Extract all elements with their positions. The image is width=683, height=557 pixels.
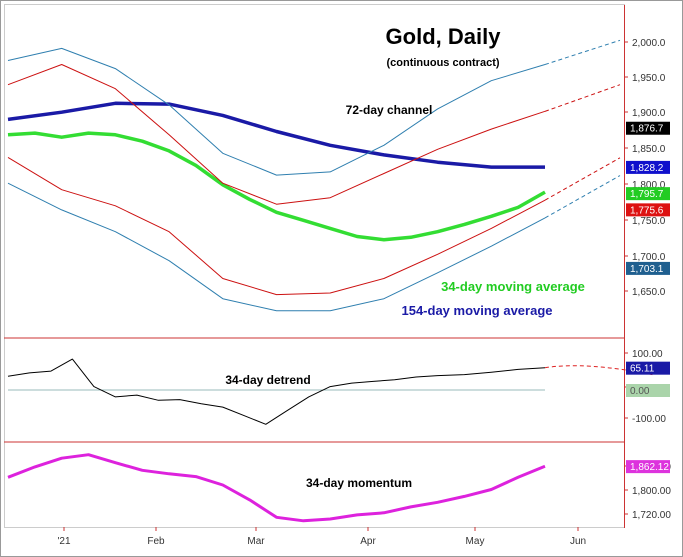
x-tick-label: Apr — [360, 536, 376, 547]
value-badge-text: 0.00 — [630, 386, 650, 397]
y-tick-label: 1,650.0 — [632, 287, 666, 298]
ma154-label: 154-day moving average — [401, 303, 552, 318]
y-tick-label: 1,800.00 — [632, 486, 671, 497]
value-badge-text: 1,862.12 — [630, 462, 669, 473]
value-badge: 1,795.7 — [626, 187, 670, 201]
value-badge-text: 1,828.2 — [630, 163, 664, 174]
projection-line-channel_upper_blue — [544, 39, 621, 65]
ma34-label: 34-day moving average — [441, 279, 585, 294]
series-line-channel_upper_red — [7, 64, 546, 205]
value-badge-bg — [626, 203, 670, 217]
value-badge-bg — [626, 361, 670, 375]
projection-line-channel_lower_red — [544, 157, 621, 201]
detrend-label: 34-day detrend — [225, 373, 310, 387]
price-panel: 2,000.0 1,950.0 1,900.0 1,850.0 1,800.0 1,750… — [7, 38, 670, 312]
value-badge: 1,703.1 — [626, 261, 670, 275]
x-tick-label: Mar — [247, 536, 265, 547]
series-line-detrend — [7, 358, 546, 425]
value-badge-bg — [626, 460, 670, 474]
value-badge-bg — [626, 261, 670, 275]
value-badge: 1,876.7 — [626, 121, 670, 135]
value-badge-bg — [626, 187, 670, 201]
y-tick-label: 100.00 — [632, 349, 663, 360]
channel-label: 72-day channel — [346, 103, 433, 117]
x-axis-ticks: '21 Feb Mar Apr May Jun — [57, 527, 586, 547]
series-line-momentum — [7, 453, 546, 523]
value-badge-bg — [626, 160, 670, 174]
value-badge-text: 1,703.1 — [630, 264, 664, 275]
momentum-panel: 1,880.001,800.001,720.001,862.12 — [7, 453, 671, 523]
y-tick-label: 1,800.0 — [632, 180, 666, 191]
value-badge-bg — [626, 384, 670, 397]
value-badge-text: 65.11 — [630, 364, 655, 375]
y-tick-label: 1,720.00 — [632, 510, 671, 521]
y-tick-label: 1,950.0 — [632, 73, 666, 84]
value-badge: 1,862.12 — [626, 460, 670, 474]
x-tick-label: May — [466, 536, 485, 547]
chart-title: Gold, Daily — [386, 24, 502, 49]
series-line-channel_lower_red — [7, 156, 546, 296]
projection-line-channel_upper_red — [544, 84, 621, 112]
series-line-channel_upper_blue — [7, 47, 546, 176]
chart-subtitle: (continuous contract) — [386, 57, 499, 69]
momentum-label: 34-day momentum — [306, 476, 412, 490]
value-badge: 1,828.2 — [626, 160, 670, 174]
x-tick-label: Feb — [147, 536, 165, 547]
y-tick-label: 1,750.0 — [632, 216, 666, 227]
value-badge-bg — [626, 121, 670, 135]
value-badge: 65.11 — [626, 361, 670, 375]
y-tick-label: 1,900.0 — [632, 108, 666, 119]
value-badge: 1,775.6 — [626, 203, 670, 217]
series-line-ma154 — [7, 101, 545, 169]
y-tick-label: 1,850.0 — [632, 144, 666, 155]
value-badge: 0.00 — [626, 384, 670, 397]
value-badge-text: 1,876.7 — [630, 124, 664, 135]
projection-line-channel_lower_blue — [544, 175, 621, 219]
x-tick-label: Jun — [570, 536, 586, 547]
y-tick-label: -100.00 — [632, 414, 666, 425]
value-badge-text: 1,775.6 — [630, 205, 664, 216]
series-line-channel_lower_blue — [7, 182, 546, 312]
value-badge-text: 1,795.7 — [630, 189, 664, 200]
y-tick-label: 2,000.0 — [632, 38, 666, 49]
x-tick-label: '21 — [57, 536, 70, 547]
y-tick-label: 1,700.0 — [632, 252, 666, 263]
series-line-ma34 — [7, 131, 546, 242]
